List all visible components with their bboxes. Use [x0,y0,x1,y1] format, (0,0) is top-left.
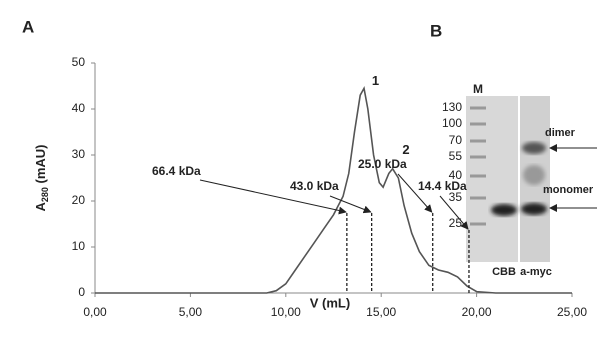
figure: A V (mL) A280 (mAU) B 0 10 20 30 40 50 0,00 5,0… [0,0,610,352]
peak-label: 2 [402,142,409,157]
y-tick-label: 50 [72,55,86,69]
ladder-band [470,175,486,178]
ladder-band [470,223,486,226]
gel-lane-bg [466,96,518,262]
band-label: monomer [543,184,594,196]
x-tick-label: 10,00 [271,305,301,319]
ladder-band [470,197,486,200]
x-tick-label: 5,00 [179,305,203,319]
panel-label: B [430,21,442,40]
y-tick-label: 40 [72,101,86,115]
y-tick-label: 30 [72,147,86,161]
gel-band [522,142,546,154]
gel-band [521,203,547,215]
y-tick-label: 20 [72,193,86,207]
lane-label: CBB [492,266,516,278]
ladder-size: 100 [442,116,462,130]
ladder-band [470,107,486,110]
y-tick-label: 10 [72,239,86,253]
ladder-size: 55 [449,149,463,163]
peak-label: 1 [372,73,379,88]
y-label-unit: (mAU) [33,144,48,187]
ladder-size: 70 [449,133,463,147]
ladder-band [470,156,486,159]
marker-label: 66.4 kDa [152,164,201,178]
ladder-band [470,140,486,143]
ladder-size: 25 [449,216,463,230]
x-tick-label: 20,00 [462,305,492,319]
x-tick-label: 15,00 [366,305,396,319]
band-label: dimer [545,127,576,139]
gel-smear [523,165,545,185]
ladder-band [470,123,486,126]
ladder-label: M [473,82,483,96]
ladder-size: 130 [442,100,462,114]
ladder-size: 40 [449,168,463,182]
gel-band [491,204,517,216]
x-tick-label: 0,00 [83,305,107,319]
x-tick-label: 25,00 [557,305,587,319]
panel-label: A [22,17,34,36]
lane-label: a-myc [520,266,552,278]
x-axis-label: V (mL) [310,295,350,310]
marker-label: 25.0 kDa [358,157,407,171]
y-tick-label: 0 [78,285,85,299]
y-axis-label: A280 (mAU) [33,144,50,211]
marker-label: 43.0 kDa [290,179,339,193]
y-label-sub: 280 [40,187,50,202]
ladder-size: 35 [449,190,463,204]
